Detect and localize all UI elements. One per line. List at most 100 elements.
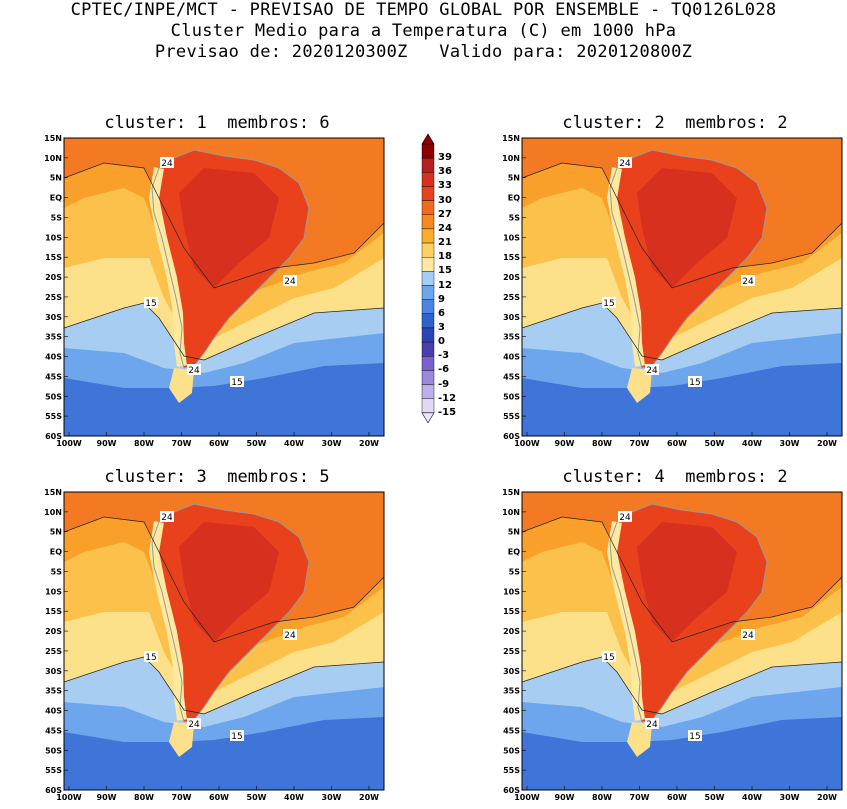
andes-strip	[149, 167, 187, 367]
lon-tick-label: 70W	[172, 793, 192, 802]
land-patagonia	[627, 722, 652, 757]
lat-tick-label: 5N	[50, 528, 62, 537]
colorbar-swatch	[421, 356, 435, 371]
contour-label: 24	[188, 366, 200, 376]
lat-tick-label: 10S	[503, 233, 520, 242]
lat-tick-label: 50S	[503, 746, 520, 755]
temperature-map: 15N 10N 5N EQ 5S 10S 15S 20S 25S 30S 35S 40S 45S 50S 5…	[44, 488, 385, 802]
lon-tick-label: 20W	[817, 793, 837, 802]
contour-label: 24	[188, 720, 200, 730]
contour-label: 15	[689, 378, 700, 388]
map-frame	[521, 491, 843, 791]
colorbar-top-arrow	[421, 133, 435, 145]
lon-tick-label: 50W	[705, 439, 725, 448]
land-patagonia	[169, 368, 194, 403]
lon-tick-label: 30W	[322, 793, 342, 802]
lon-tick-label: 30W	[780, 793, 800, 802]
lon-tick-label: 90W	[555, 793, 575, 802]
lat-tick-label: 20S	[503, 627, 520, 636]
temperature-map: 15N 10N 5N EQ 5S 10S 15S 20S 25S 30S 35S 40S 45S 50S 5…	[502, 134, 843, 448]
andes-strip	[149, 521, 187, 721]
map-panel-cluster-2: cluster: 2 membros: 2 15N 10N 5N EQ 5S 10S 15S…	[502, 113, 847, 448]
lat-tick-label: 25S	[503, 647, 520, 656]
contour-24	[64, 162, 384, 289]
andes-strip	[607, 167, 645, 367]
contour-24	[64, 516, 384, 643]
colorbar-swatch	[421, 285, 435, 300]
lon-tick-label: 50W	[705, 793, 725, 802]
colorbar-swatch	[421, 271, 435, 286]
contour-label-box	[688, 376, 702, 387]
colorbar-label: 0	[438, 336, 445, 348]
contour-15	[522, 656, 842, 715]
lon-tick-label: 50W	[247, 793, 267, 802]
contour-label-box	[618, 511, 632, 522]
contour-label-box	[144, 297, 158, 308]
subtitle-dates: Previsao de: 2020120300Z Valido para: 20…	[154, 42, 693, 62]
lon-tick-label: 40W	[742, 793, 762, 802]
panel-title: cluster: 4 membros: 2	[562, 467, 788, 487]
lat-tick-label: 15N	[502, 134, 520, 143]
contour-label-box	[230, 376, 244, 387]
land-patagonia	[169, 722, 194, 757]
lat-tick-label: 5S	[509, 567, 521, 576]
lon-tick-label: 40W	[742, 439, 762, 448]
contour-label: 15	[231, 378, 242, 388]
lat-tick-label: 50S	[503, 392, 520, 401]
contour-label-box	[741, 275, 755, 286]
lon-tick-label: 60W	[667, 793, 687, 802]
lat-tick-label: 25S	[45, 293, 62, 302]
contour-label: 24	[646, 720, 658, 730]
map-panel-cluster-3: cluster: 3 membros: 5 15N 10N 5N EQ 5S 10S 15S…	[44, 467, 392, 802]
lat-tick-label: 15N	[44, 488, 62, 497]
contour-label-box	[283, 629, 297, 640]
lon-tick-label: 100W	[56, 793, 82, 802]
lat-tick-label: 45S	[45, 726, 62, 735]
lat-tick-label: 30S	[503, 313, 520, 322]
contour-24	[522, 162, 842, 289]
lat-tick-label: 10S	[45, 587, 62, 596]
contour-label: 15	[689, 732, 700, 742]
lat-tick-label: EQ	[50, 194, 62, 203]
contour-label: 15	[231, 732, 242, 742]
lon-tick-label: 30W	[322, 439, 342, 448]
lon-tick-label: 70W	[630, 793, 650, 802]
lat-tick-label: 30S	[45, 667, 62, 676]
lon-tick-label: 40W	[284, 439, 304, 448]
map-frame	[63, 491, 385, 791]
contour-label: 24	[619, 159, 631, 169]
land-hot-core	[179, 522, 279, 642]
lat-tick-label: EQ	[508, 548, 520, 557]
lat-tick-label: 15S	[503, 607, 520, 616]
lat-tick-label: 25S	[503, 293, 520, 302]
land-hot-core	[637, 522, 737, 642]
lon-tick-label: 100W	[514, 793, 540, 802]
colorbar-bottom-arrow	[421, 412, 435, 424]
lat-tick-label: 55S	[45, 412, 62, 421]
lat-tick-label: 45S	[503, 372, 520, 381]
lon-tick-label: 70W	[172, 439, 192, 448]
coastline	[609, 149, 768, 369]
lon-tick-label: 60W	[209, 439, 229, 448]
lon-tick-label: 40W	[284, 793, 304, 802]
contour-label-box	[645, 718, 659, 729]
colorbar-label: 6	[438, 307, 445, 319]
colorbar-swatch	[421, 242, 435, 258]
lat-tick-label: 5S	[51, 213, 63, 222]
lat-tick-label: 40S	[45, 707, 62, 716]
colorbar-label: 21	[438, 237, 452, 249]
contour-label-box	[187, 718, 201, 729]
lat-tick-label: 30S	[503, 667, 520, 676]
lon-tick-label: 90W	[97, 793, 117, 802]
lat-tick-label: 45S	[45, 372, 62, 381]
contour-label: 15	[603, 299, 614, 309]
colorbar-label: 3	[438, 321, 445, 333]
contour-label: 24	[742, 631, 754, 641]
colorbar-label: 36	[438, 166, 452, 178]
lat-tick-label: 5S	[51, 567, 63, 576]
colorbar-swatch	[421, 341, 435, 357]
panel-title: cluster: 3 membros: 5	[104, 467, 330, 487]
contour-label: 24	[619, 513, 631, 523]
lon-tick-label: 80W	[592, 793, 612, 802]
lat-tick-label: 30S	[45, 313, 62, 322]
